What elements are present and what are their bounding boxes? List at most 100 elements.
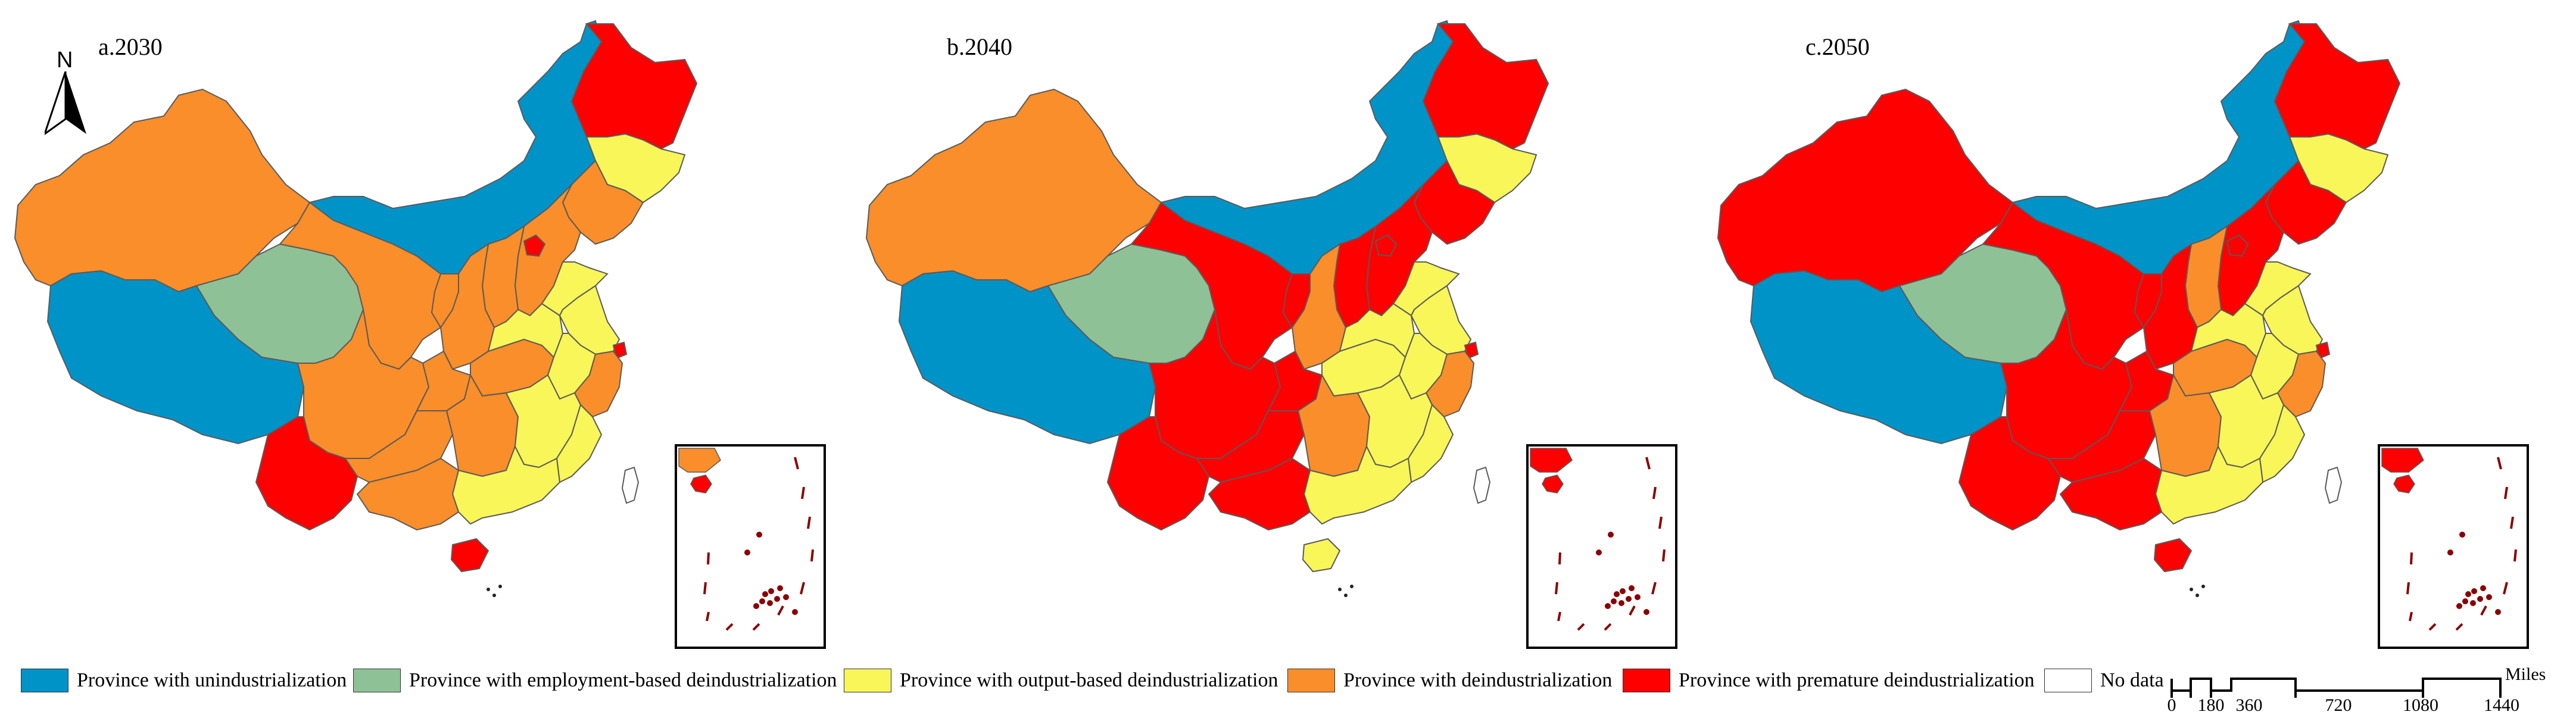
province-beijing-2050 [2226,234,2249,257]
scale-bar-graphic [2170,678,2502,698]
province-taiwan-2050 [2324,466,2343,504]
province-ningxia-2040 [1282,273,1311,329]
inset-boundary-dash [807,516,811,529]
inset-boundary-dash [703,582,707,595]
map-panel-2040: b.2040 [852,6,1691,655]
inset-island [1643,609,1649,615]
inset-island [1614,591,1620,597]
inset-boundary-dash [2510,516,2514,529]
inset-island [768,588,774,594]
legend-swatch-output [844,669,891,692]
legend-item-deindustrialization: Province with deindustrialization [1287,666,1612,695]
inset-boundary-dash [2406,582,2410,595]
island-dot [1338,588,1342,591]
inset-boundary-dash [1658,516,1663,529]
legend-swatch-employment [353,669,401,692]
province-guangxi-2050 [2059,457,2163,531]
inset-boundary-dash [801,486,805,500]
inset-island [1620,588,1626,594]
inset-island [767,600,773,606]
inset-boundary-dash [706,611,710,622]
inset-boundary-dash [1555,582,1558,595]
inset-island [2495,609,2501,615]
inset-island [2477,596,2483,602]
panel-label-2030: a.2030 [98,33,163,60]
inset-island [1596,550,1602,555]
inset-boundary-dash [2455,623,2463,631]
island-dot [486,588,490,591]
legend-item-output: Province with output-based deindustriali… [844,666,1278,695]
china-map-2030 [14,20,826,649]
inset-boundary-dash [1604,623,1612,631]
inset-boundary-dash [1662,549,1666,562]
legend-item-nodata: No data [2044,666,2164,695]
province-taiwan-2030 [621,466,640,504]
province-guangxi-2030 [356,457,460,531]
scale-unit: Miles [2505,664,2546,684]
scale-tick-0: 0 [2167,695,2176,715]
inset-boundary-dash [2503,582,2508,595]
legend-swatch-deindustrialization [1287,669,1335,692]
inset-boundary-dash [1577,623,1585,631]
map-panel-2030: a.2030 N [0,6,840,655]
inset-island [2462,598,2468,604]
panel-label-2040: b.2040 [947,33,1012,60]
inset-island [2459,532,2465,538]
province-hainan-2030 [450,538,489,573]
inset-island [1605,603,1611,609]
inset-map-2050 [2378,444,2529,649]
inset-island [777,585,783,591]
inset-island [1608,532,1614,538]
inset-boundary-dash [1557,611,1561,622]
inset-boundary-dash [2513,549,2517,562]
scale-tick-360: 360 [2235,695,2263,715]
map-panel-2050: c.2050 [1703,6,2543,655]
island-dot [492,594,496,597]
north-arrow: N [45,48,86,137]
inset-boundary-dash [2409,611,2413,622]
inset-hainan-2050 [2393,474,2415,494]
legend-label-deindustrialization: Province with deindustrialization [1343,669,1613,691]
province-guangdong-2050 [2154,445,2264,525]
inset-boundary-dash [1652,486,1657,500]
legend-label-unindustrialization: Province with unindustrialization [77,669,347,691]
inset-boundary-dash [1651,582,1657,595]
island-dot [2201,585,2205,588]
legend-label-output: Province with output-based deindustriali… [900,669,1278,691]
inset-frame [2378,444,2529,649]
inset-island [1629,585,1635,591]
inset-map-2030 [675,444,826,649]
inset-island [1618,600,1624,606]
scale-tick-720: 720 [2325,695,2352,715]
inset-island [792,609,798,615]
legend-swatch-premature [1623,669,1670,692]
inset-island [774,596,780,602]
inset-hainan-2030 [690,474,712,494]
scale-tick-1080: 1080 [2403,695,2438,715]
inset-boundary-dash [777,605,784,616]
legend-swatch-unindustrialization [21,669,68,692]
inset-hainan-2040 [1542,474,1564,494]
inset-island [753,603,759,609]
province-yunnan-2050 [1958,416,2062,531]
province-ningxia-2030 [431,273,459,329]
inset-island [756,532,762,538]
island-dot [2195,594,2199,597]
legend-item-unindustrialization: Province with unindustrialization [21,666,347,695]
inset-island [2486,594,2492,600]
north-arrow-icon [45,71,86,135]
inset-island [2471,588,2477,594]
province-yunnan-2030 [255,416,358,531]
province-guangdong-2040 [1303,445,1412,525]
scale-tick-180: 180 [2197,695,2225,715]
legend-swatch-nodata [2044,669,2092,692]
inset-boundary-dash [2480,605,2487,616]
inset-island [1611,598,1617,604]
north-arrow-label: N [57,48,73,73]
inset-island [1635,594,1641,600]
inset-island [2470,600,2476,606]
inset-boundary-dash [2410,552,2413,565]
legend-item-employment: Province with employment-based deindustr… [353,666,837,695]
inset-boundary-dash [810,549,814,562]
island-dot [498,585,502,588]
